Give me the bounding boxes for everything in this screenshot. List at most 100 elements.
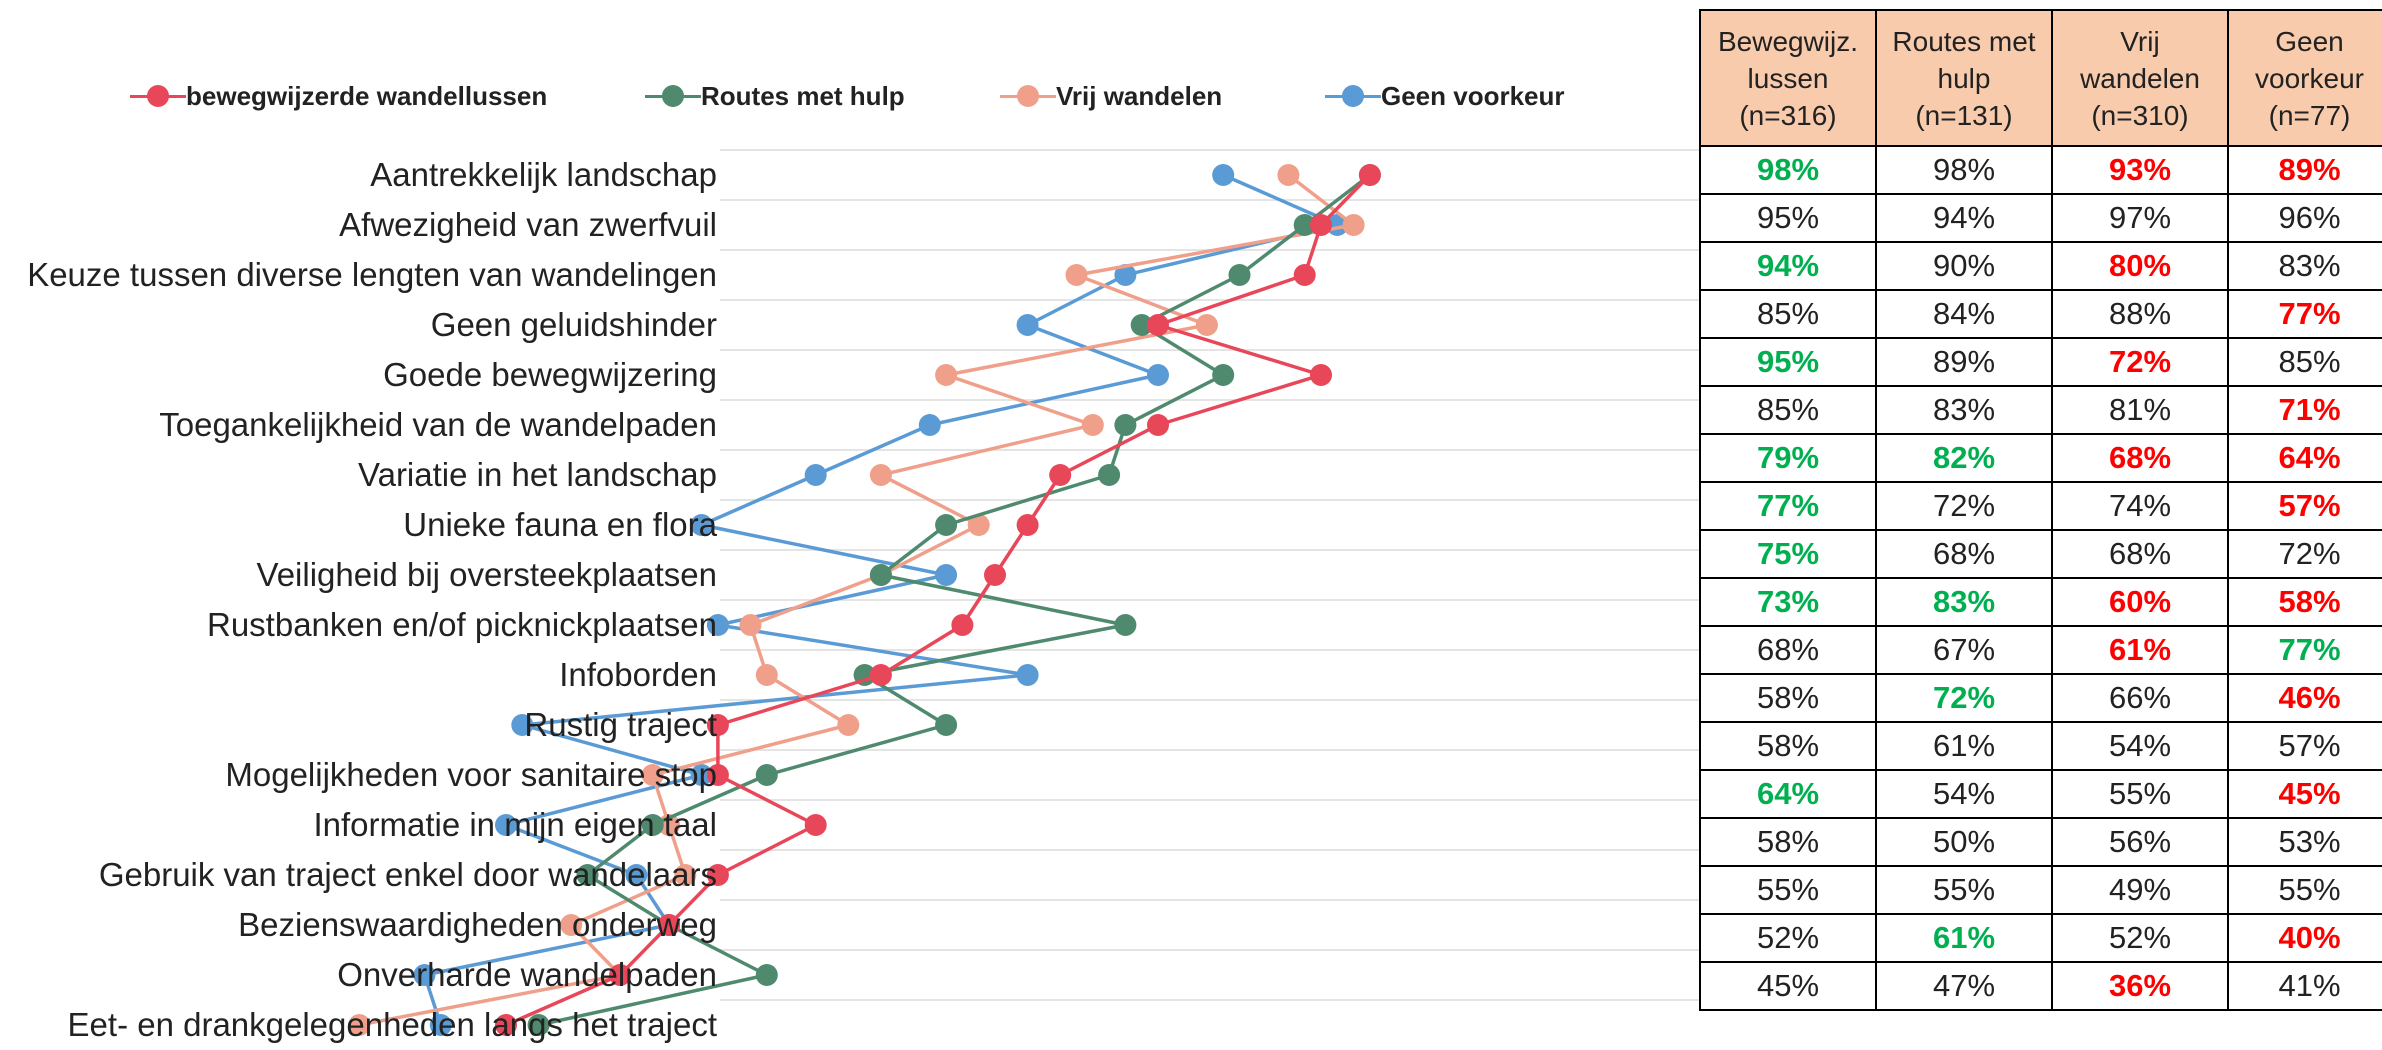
category-label: Unieke fauna en flora xyxy=(403,506,717,543)
data-point xyxy=(1277,164,1300,186)
table-cell: 83% xyxy=(1875,577,2053,627)
table-cell: 94% xyxy=(1875,193,2053,243)
data-point xyxy=(690,764,713,786)
table-row: 85% 84% 88% 77% xyxy=(1699,289,2382,339)
table-cell: 45% xyxy=(1699,961,1877,1011)
table-cell: 64% xyxy=(1699,769,1877,819)
table-cell: 60% xyxy=(2051,577,2229,627)
data-point xyxy=(609,964,632,986)
table-cell: 68% xyxy=(2051,433,2229,483)
table-cell: 57% xyxy=(2227,481,2382,531)
data-point xyxy=(706,864,729,886)
data-point xyxy=(1081,414,1104,436)
table-cell: 64% xyxy=(2227,433,2382,483)
table-cell: 68% xyxy=(2051,529,2229,579)
data-point xyxy=(560,914,583,936)
category-label: Aantrekkelijk landschap xyxy=(370,156,717,193)
table-cell: 58% xyxy=(1699,721,1877,771)
table-cell: 49% xyxy=(2051,865,2229,915)
data-point xyxy=(348,1014,371,1036)
header-line: wandelen xyxy=(2080,62,2200,94)
table-cell: 58% xyxy=(2227,577,2382,627)
category-label: Rustig traject xyxy=(524,706,717,743)
data-point xyxy=(1212,164,1235,186)
category-label: Variatie in het landschap xyxy=(358,456,717,493)
table-cell: 82% xyxy=(1875,433,2053,483)
table-cell: 95% xyxy=(1699,193,1877,243)
table-cell: 55% xyxy=(1699,865,1877,915)
table-cell: 93% xyxy=(2051,145,2229,195)
results-table: Bewegwijz. lussen (n=316) Routes met hulp (n=… xyxy=(1699,9,2382,1011)
table-cell: 89% xyxy=(1875,337,2053,387)
table-cell: 54% xyxy=(1875,769,2053,819)
legend-item: Routes met hulp xyxy=(645,78,905,114)
data-point xyxy=(1114,414,1137,436)
data-point xyxy=(869,464,892,486)
table-cell: 61% xyxy=(1875,913,2053,963)
legend-label: Geen voorkeur xyxy=(1381,80,1565,111)
data-point xyxy=(804,464,827,486)
table-cell: 72% xyxy=(1875,673,2053,723)
table-cell: 46% xyxy=(2227,673,2382,723)
table-row: 58% 72% 66% 46% xyxy=(1699,673,2382,723)
table-row: 55% 55% 49% 55% xyxy=(1699,865,2382,915)
table-cell: 68% xyxy=(1875,529,2053,579)
legend-item: bewegwijzerde wandellussen xyxy=(130,78,547,114)
data-point xyxy=(869,564,892,586)
table-cell: 61% xyxy=(2051,625,2229,675)
table-cell: 72% xyxy=(1875,481,2053,531)
table-row: 52% 61% 52% 40% xyxy=(1699,913,2382,963)
data-point xyxy=(935,514,958,536)
legend-label: Routes met hulp xyxy=(701,80,905,111)
table-cell: 94% xyxy=(1699,241,1877,291)
data-point xyxy=(1293,214,1316,236)
table-cell: 80% xyxy=(2051,241,2229,291)
table-cell: 61% xyxy=(1875,721,2053,771)
table-cell: 67% xyxy=(1875,625,2053,675)
data-point xyxy=(1212,364,1235,386)
table-cell: 54% xyxy=(2051,721,2229,771)
table-header-cell: Vrij wandelen (n=310) xyxy=(2051,9,2229,147)
table-cell: 75% xyxy=(1699,529,1877,579)
gridlines xyxy=(720,149,1700,1001)
category-label: Geen geluidshinder xyxy=(430,306,717,343)
data-point xyxy=(1016,664,1039,686)
table-cell: 45% xyxy=(2227,769,2382,819)
header-line: Routes met xyxy=(1892,25,2036,57)
table-cell: 58% xyxy=(1699,817,1877,867)
data-point xyxy=(1098,464,1121,486)
table-cell: 84% xyxy=(1875,289,2053,339)
category-label: Rustbanken en/of picknickplaatsen xyxy=(207,606,717,643)
category-label: Toegankelijkheid van de wandelpaden xyxy=(159,406,717,443)
data-point xyxy=(706,714,729,736)
table-cell: 89% xyxy=(2227,145,2382,195)
data-point xyxy=(690,514,713,536)
data-point xyxy=(495,814,517,836)
table-cell: 52% xyxy=(1699,913,1877,963)
data-point xyxy=(495,1014,517,1036)
data-point xyxy=(804,814,827,836)
table-cell: 66% xyxy=(2051,673,2229,723)
table-cell: 40% xyxy=(2227,913,2382,963)
data-point xyxy=(658,914,680,936)
series-0 xyxy=(495,164,1381,1036)
data-point xyxy=(511,714,534,736)
table-cell: 83% xyxy=(2227,241,2382,291)
table-cell: 85% xyxy=(1699,385,1877,435)
table-cell: 52% xyxy=(2051,913,2229,963)
table-cell: 72% xyxy=(2227,529,2382,579)
chart-plot xyxy=(348,149,1700,1036)
table-cell: 96% xyxy=(2227,193,2382,243)
category-label: Eet- en drankgelegenheden langs het traj… xyxy=(67,1006,717,1043)
data-point xyxy=(674,864,697,886)
legend-label: bewegwijzerde wandellussen xyxy=(186,80,548,111)
legend: bewegwijzerde wandellussen Routes met hul… xyxy=(130,78,1570,114)
data-point xyxy=(967,514,990,536)
data-point xyxy=(1358,164,1381,186)
category-label: Mogelijkheden voor sanitaire stop xyxy=(225,756,717,793)
table-row: 79% 82% 68% 64% xyxy=(1699,433,2382,483)
table-cell: 72% xyxy=(2051,337,2229,387)
category-label: Goede bewegwijzering xyxy=(383,356,717,393)
table-cell: 55% xyxy=(2051,769,2229,819)
table-header-cell: Bewegwijz. lussen (n=316) xyxy=(1699,9,1877,147)
